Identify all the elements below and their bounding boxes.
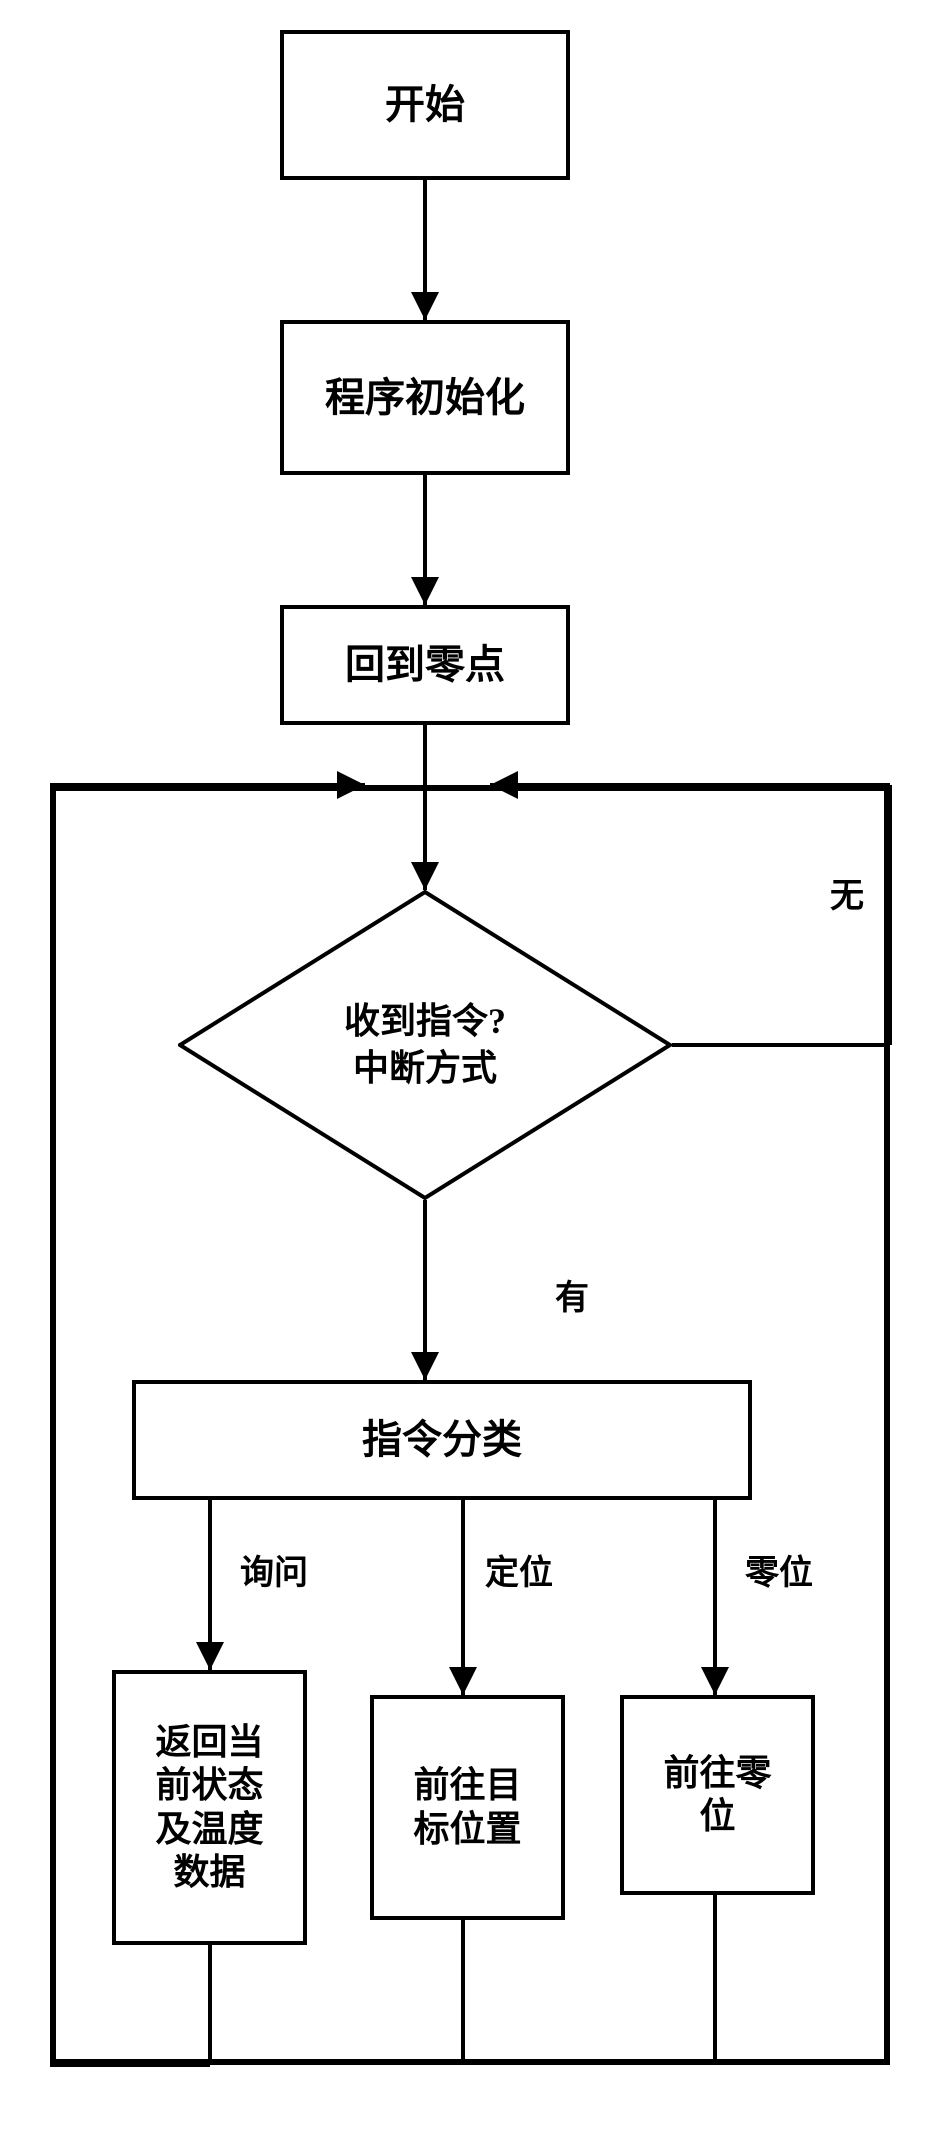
node-result_b-label: 前往目标位置 (413, 1764, 521, 1850)
node-zero-label: 回到零点 (345, 641, 505, 689)
node-classify: 指令分类 (132, 1380, 752, 1500)
node-classify-label: 指令分类 (362, 1416, 522, 1464)
edge-label-query: 询问 (240, 1545, 308, 1594)
node-result_a-label: 返回当前状态及温度数据 (155, 1721, 263, 1894)
node-decision: 收到指令?中断方式 (178, 890, 672, 1200)
node-start-label: 开始 (385, 81, 465, 129)
edge-label-locate: 定位 (485, 1545, 553, 1594)
node-result_c: 前往零位 (620, 1695, 815, 1895)
node-zero: 回到零点 (280, 605, 570, 725)
node-start: 开始 (280, 30, 570, 180)
node-init-label: 程序初始化 (325, 374, 525, 422)
node-decision-label: 收到指令?中断方式 (178, 890, 672, 1200)
edge-label-no: 无 (830, 868, 864, 917)
edge-label-zeropos: 零位 (745, 1545, 813, 1594)
node-result_a: 返回当前状态及温度数据 (112, 1670, 307, 1945)
edge-label-yes: 有 (555, 1270, 589, 1319)
node-result_b: 前往目标位置 (370, 1695, 565, 1920)
node-result_c-label: 前往零位 (663, 1752, 771, 1838)
node-init: 程序初始化 (280, 320, 570, 475)
